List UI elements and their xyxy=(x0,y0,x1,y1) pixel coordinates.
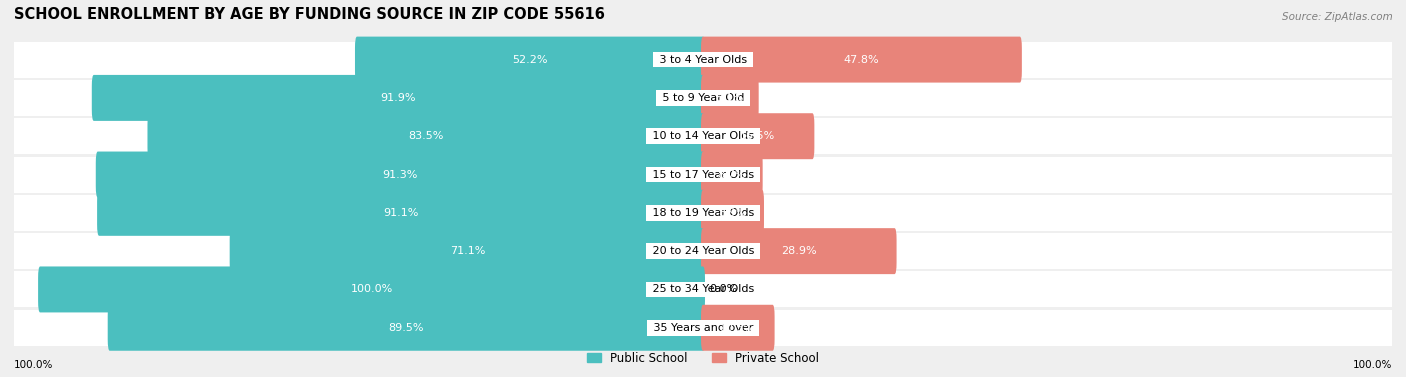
Text: 15 to 17 Year Olds: 15 to 17 Year Olds xyxy=(648,170,758,179)
Text: 47.8%: 47.8% xyxy=(844,55,879,64)
Text: 8.1%: 8.1% xyxy=(716,93,744,103)
FancyBboxPatch shape xyxy=(91,75,704,121)
Text: 16.5%: 16.5% xyxy=(740,131,775,141)
Bar xyxy=(14,156,1392,193)
FancyBboxPatch shape xyxy=(96,152,704,198)
FancyBboxPatch shape xyxy=(38,267,704,313)
Text: 91.9%: 91.9% xyxy=(381,93,416,103)
FancyBboxPatch shape xyxy=(702,152,762,198)
FancyBboxPatch shape xyxy=(702,113,814,159)
Text: 0.0%: 0.0% xyxy=(710,285,738,294)
FancyBboxPatch shape xyxy=(354,37,704,83)
Text: 10 to 14 Year Olds: 10 to 14 Year Olds xyxy=(648,131,758,141)
FancyBboxPatch shape xyxy=(702,75,759,121)
Bar xyxy=(14,233,1392,269)
Text: 10.5%: 10.5% xyxy=(720,323,755,333)
Text: 18 to 19 Year Olds: 18 to 19 Year Olds xyxy=(648,208,758,218)
FancyBboxPatch shape xyxy=(702,228,897,274)
Text: 35 Years and over: 35 Years and over xyxy=(650,323,756,333)
Text: 100.0%: 100.0% xyxy=(14,360,53,370)
Text: SCHOOL ENROLLMENT BY AGE BY FUNDING SOURCE IN ZIP CODE 55616: SCHOOL ENROLLMENT BY AGE BY FUNDING SOUR… xyxy=(14,7,605,22)
Text: 20 to 24 Year Olds: 20 to 24 Year Olds xyxy=(648,246,758,256)
Text: 83.5%: 83.5% xyxy=(409,131,444,141)
Text: 91.1%: 91.1% xyxy=(384,208,419,218)
Bar xyxy=(14,118,1392,154)
Text: 100.0%: 100.0% xyxy=(350,285,392,294)
Text: Source: ZipAtlas.com: Source: ZipAtlas.com xyxy=(1282,12,1392,22)
Text: 3 to 4 Year Olds: 3 to 4 Year Olds xyxy=(655,55,751,64)
Text: 89.5%: 89.5% xyxy=(388,323,425,333)
FancyBboxPatch shape xyxy=(97,190,704,236)
FancyBboxPatch shape xyxy=(148,113,704,159)
Text: 25 to 34 Year Olds: 25 to 34 Year Olds xyxy=(648,285,758,294)
Text: 8.7%: 8.7% xyxy=(717,170,747,179)
Bar xyxy=(14,80,1392,116)
FancyBboxPatch shape xyxy=(702,37,1022,83)
Bar xyxy=(14,195,1392,231)
Text: 71.1%: 71.1% xyxy=(450,246,485,256)
FancyBboxPatch shape xyxy=(108,305,704,351)
Bar xyxy=(14,310,1392,346)
Text: 52.2%: 52.2% xyxy=(512,55,548,64)
Text: 28.9%: 28.9% xyxy=(780,246,817,256)
Text: 5 to 9 Year Old: 5 to 9 Year Old xyxy=(658,93,748,103)
FancyBboxPatch shape xyxy=(229,228,704,274)
FancyBboxPatch shape xyxy=(702,305,775,351)
Legend: Public School, Private School: Public School, Private School xyxy=(582,347,824,369)
FancyBboxPatch shape xyxy=(702,190,763,236)
Text: 91.3%: 91.3% xyxy=(382,170,418,179)
Bar xyxy=(14,41,1392,78)
Bar xyxy=(14,271,1392,308)
Text: 100.0%: 100.0% xyxy=(1353,360,1392,370)
Text: 8.9%: 8.9% xyxy=(718,208,747,218)
